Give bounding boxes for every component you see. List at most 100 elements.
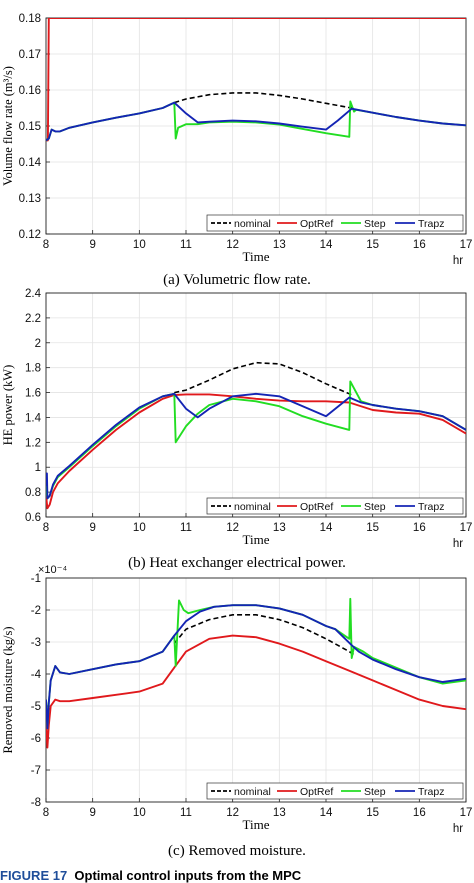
x-axis-label: Time <box>243 249 270 264</box>
legend-label-optref: OptRef <box>300 786 333 798</box>
x-tick-label: 17 <box>460 807 473 819</box>
y-tick-label: 0.15 <box>19 121 41 133</box>
x-tick-label: 10 <box>133 807 146 819</box>
legend: nominal OptRef Step Trapz <box>206 214 464 232</box>
y-tick-label: 0.14 <box>19 157 42 169</box>
legend-box <box>206 214 464 232</box>
x-tick-label: 10 <box>133 522 146 534</box>
x-tick-label: 16 <box>413 239 426 251</box>
y-tick-label: 1.2 <box>25 437 41 449</box>
legend: nominal OptRef Step Trapz <box>206 782 464 800</box>
legend-box <box>206 782 464 800</box>
legend: nominal OptRef Step Trapz <box>206 497 464 515</box>
x-tick-label: 15 <box>366 522 379 534</box>
x-tick-label: 8 <box>43 807 49 819</box>
y-tick-label: 2.2 <box>25 313 41 325</box>
y-axis-label: Volume flow rate (m³/s) <box>1 66 15 186</box>
legend-label-step: Step <box>364 501 386 513</box>
legend-label-trapz: Trapz <box>418 218 444 230</box>
x-tick-label: 17 <box>460 522 473 534</box>
y-tick-label: -1 <box>31 573 41 585</box>
x-tick-label: 8 <box>43 239 49 251</box>
series-line-trapz <box>46 604 466 730</box>
plot-frame <box>45 577 467 803</box>
legend-label-trapz: Trapz <box>418 786 444 798</box>
y-tick-label: -5 <box>31 701 41 713</box>
x-tick-label: 14 <box>320 522 333 534</box>
y-tick-label: 0.13 <box>19 193 41 205</box>
legend-label-trapz: Trapz <box>418 501 444 513</box>
y-tick-label: -7 <box>31 765 41 777</box>
x-tick-label: 12 <box>226 239 239 251</box>
y-tick-label: 2 <box>35 338 41 350</box>
caption-c: (c) Removed moisture. <box>168 843 306 859</box>
x-tick-label: 8 <box>43 522 49 534</box>
legend-label-optref: OptRef <box>300 501 333 513</box>
legend-box <box>206 497 464 515</box>
y-tick-label: 0.12 <box>19 229 41 241</box>
x-tick-label: 12 <box>226 522 239 534</box>
x-tick-label: 11 <box>180 522 192 534</box>
legend-label-step: Step <box>364 218 386 230</box>
caption-a: (a) Volumetric flow rate. <box>163 272 311 288</box>
caption-b: (b) Heat exchanger electrical power. <box>128 555 346 571</box>
series-line-nominal <box>174 361 355 397</box>
x-tick-label: 11 <box>180 807 192 819</box>
x-axis-unit-label: hr <box>453 255 463 267</box>
plot-frame <box>45 292 467 518</box>
y-tick-label: 1.8 <box>25 363 41 375</box>
x-tick-label: 16 <box>413 522 426 534</box>
y-tick-label: 0.16 <box>19 85 41 97</box>
y-tick-label: -8 <box>31 797 41 809</box>
figure-caption: FIGURE 17 Optimal control inputs from th… <box>0 868 301 883</box>
chart-3: 8 9 10 11 12 13 14 15 16 17 -8 -7 -6 -5 -4 -3 -2 -1 Time hr… <box>1 564 472 835</box>
figure-caption-text: Optimal control inputs from the MPC <box>74 868 302 883</box>
x-tick-label: 12 <box>226 807 239 819</box>
x-axis-label: Time <box>243 532 270 547</box>
y-axis-multiplier: ×10⁻⁴ <box>38 564 67 576</box>
series-line-trapz <box>46 392 466 500</box>
x-tick-label: 13 <box>273 522 286 534</box>
x-tick-label: 15 <box>366 239 379 251</box>
series-line-optref <box>46 393 466 510</box>
y-tick-label: 1.4 <box>25 412 42 424</box>
x-axis-label: Time <box>243 817 270 832</box>
y-tick-label: 0.17 <box>19 49 41 61</box>
y-tick-label: 0.6 <box>25 512 41 524</box>
x-tick-label: 14 <box>320 239 333 251</box>
series-line-step <box>46 597 466 730</box>
legend-label-nominal: nominal <box>234 786 271 798</box>
y-tick-label: 2.4 <box>25 288 42 300</box>
legend-label-step: Step <box>364 786 386 798</box>
x-tick-label: 13 <box>273 239 286 251</box>
y-tick-label: -3 <box>31 637 41 649</box>
x-tick-label: 11 <box>180 239 192 251</box>
y-axis-label: Removed moisture (kg/s) <box>1 626 15 753</box>
legend-label-optref: OptRef <box>300 218 333 230</box>
y-tick-label: -2 <box>31 605 41 617</box>
legend-label-nominal: nominal <box>234 501 271 513</box>
y-tick-label: 0.18 <box>19 13 41 25</box>
x-tick-label: 13 <box>273 807 286 819</box>
y-tick-label: 1.6 <box>25 388 41 400</box>
x-tick-label: 17 <box>460 239 473 251</box>
series-line-trapz <box>46 101 466 142</box>
legend-label-nominal: nominal <box>234 218 271 230</box>
x-tick-label: 14 <box>320 807 333 819</box>
y-tick-label: -4 <box>31 669 42 681</box>
y-tick-label: 0.8 <box>25 487 41 499</box>
y-tick-label: 1 <box>35 462 41 474</box>
x-tick-label: 15 <box>366 807 379 819</box>
series-line-optref <box>46 634 466 749</box>
chart-1: 8 9 10 11 12 13 14 15 16 17 0.12 0.13 0.14 0.15 0.16 0.… <box>1 13 472 267</box>
y-axis-label: HE power (kW) <box>1 365 15 446</box>
x-tick-label: 9 <box>89 522 95 534</box>
x-tick-label: 16 <box>413 807 426 819</box>
series-line-nominal <box>173 614 355 656</box>
series-line-nominal <box>174 92 355 109</box>
x-axis-unit-label: hr <box>453 823 463 835</box>
figure-caption-label: FIGURE 17 <box>0 868 68 883</box>
chart-2: 8 9 10 11 12 13 14 15 16 17 0.6 0.8 1 1.2 1.4 1.6 1.8 2 2.… <box>1 288 472 550</box>
x-tick-label: 9 <box>89 239 95 251</box>
